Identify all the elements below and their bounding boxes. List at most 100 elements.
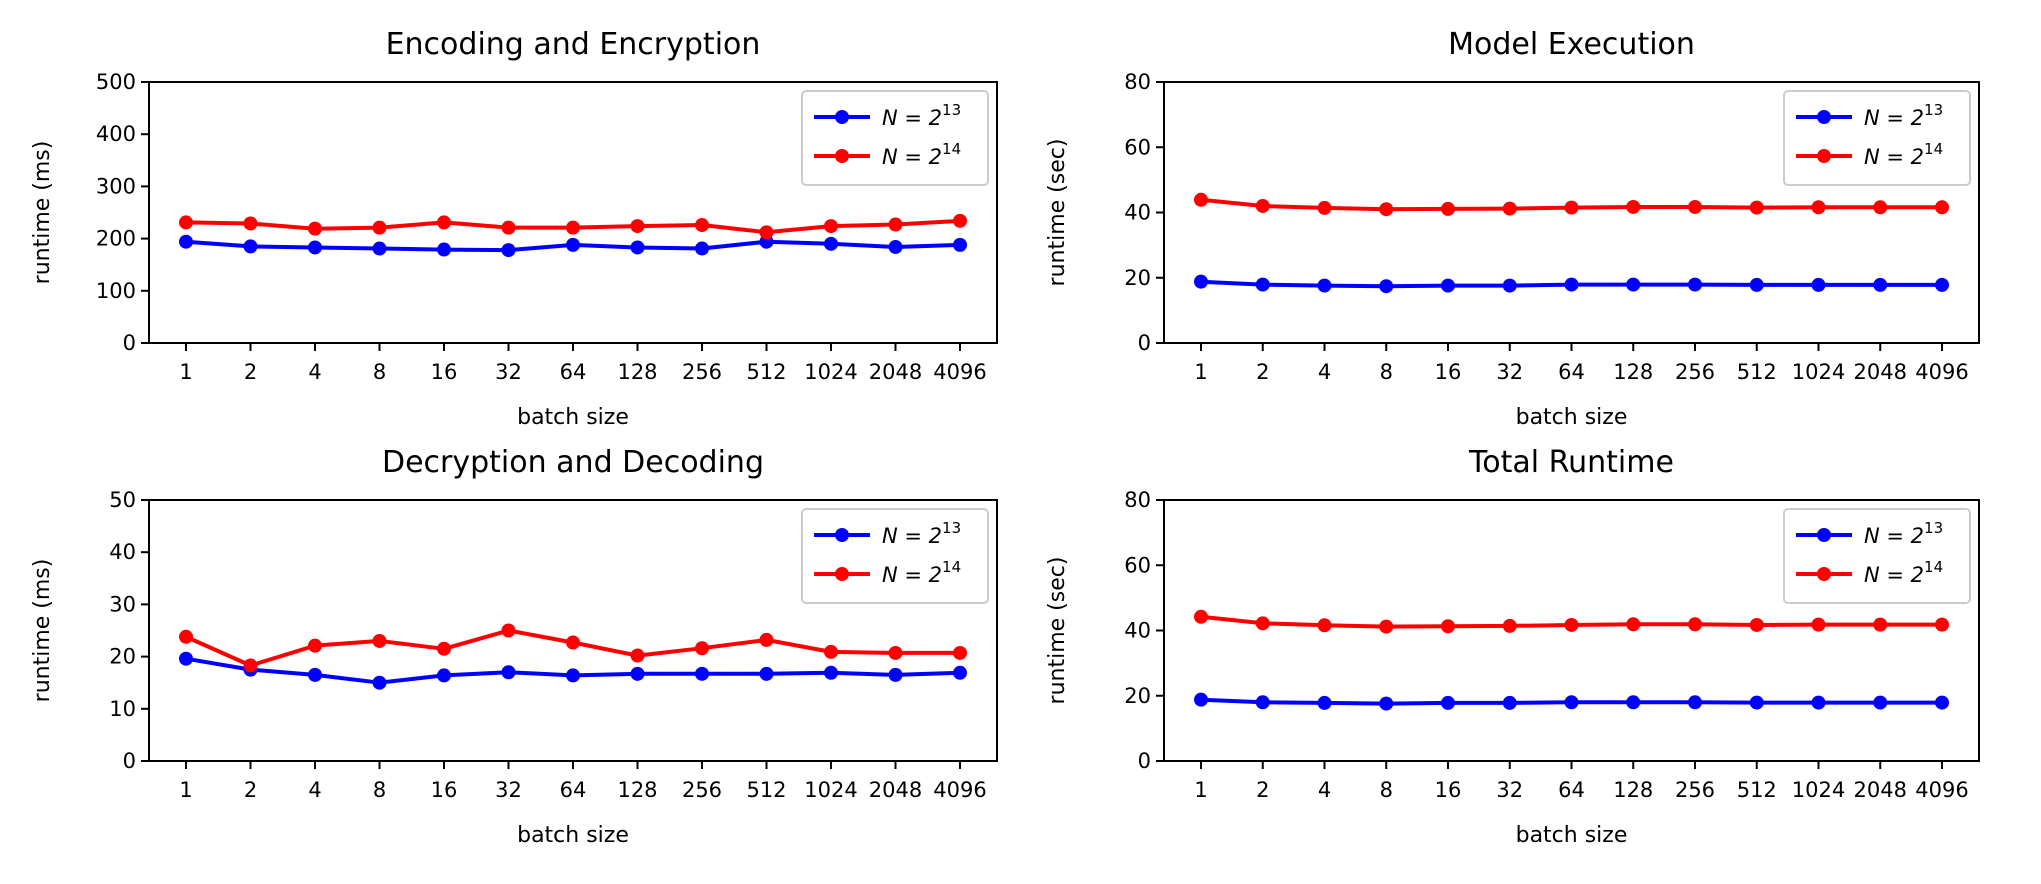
x-tick-label: 4096 [1915, 778, 1968, 802]
x-tick-label: 256 [1675, 360, 1715, 384]
data-point [1255, 616, 1270, 631]
data-point [630, 666, 645, 681]
legend: N = 213 N = 214 [801, 90, 989, 186]
x-tick-label: 2 [244, 778, 257, 802]
data-point [630, 648, 645, 663]
data-point [888, 645, 903, 660]
y-tick-label: 20 [109, 645, 136, 669]
data-point [1935, 277, 1949, 292]
data-point [1441, 201, 1455, 216]
data-point [308, 667, 322, 682]
y-tick-label: 30 [109, 592, 136, 616]
data-point [630, 219, 645, 234]
data-point [1255, 277, 1270, 292]
data-point [372, 675, 387, 690]
x-tick-label: 32 [1496, 360, 1523, 384]
legend-swatch-marker [835, 567, 849, 581]
data-point [695, 666, 709, 681]
x-tick-label: 4096 [933, 360, 986, 384]
data-point [695, 641, 709, 656]
legend-swatch-marker [835, 528, 849, 542]
legend-label-base: N = 2 [882, 524, 942, 548]
x-tick-label: 1024 [1792, 778, 1845, 802]
x-tick-label: 4096 [933, 778, 986, 802]
data-point [1688, 199, 1702, 214]
panel-encoding-and-encryption: Encoding and Encryption 0 100 200 300 400 500 1… [30, 27, 998, 430]
y-tick-label: 40 [109, 540, 136, 564]
data-point [1194, 609, 1208, 624]
data-point [1811, 277, 1826, 292]
x-tick-label: 2048 [1854, 360, 1907, 384]
data-point [1317, 278, 1332, 293]
data-point [308, 638, 322, 653]
data-point [179, 234, 193, 249]
data-point [759, 666, 774, 681]
x-tick-label: 16 [431, 778, 458, 802]
data-point [243, 658, 258, 673]
data-point [1317, 200, 1332, 215]
data-point [1626, 199, 1641, 214]
legend-label-exponent: 13 [1924, 519, 1943, 537]
data-point [179, 651, 193, 666]
y-axis-label: runtime (sec) [1045, 557, 1070, 705]
legend-swatch-marker [835, 149, 849, 163]
x-tick-label: 128 [617, 360, 657, 384]
data-point [1626, 695, 1641, 710]
legend-label: N = 213 [1864, 101, 1943, 130]
x-tick-label: 4 [1318, 778, 1331, 802]
data-point [1564, 617, 1579, 632]
chart-title: Decryption and Decoding [382, 445, 764, 480]
legend-swatch-marker [1817, 567, 1831, 581]
legend-label-base: N = 2 [1864, 524, 1924, 548]
legend-swatch-marker [1817, 528, 1831, 542]
legend-label: N = 213 [882, 519, 961, 548]
data-point [243, 239, 258, 254]
x-tick-label: 32 [495, 778, 522, 802]
data-point [179, 215, 193, 230]
legend-label: N = 214 [882, 558, 961, 587]
data-point [1626, 617, 1641, 632]
x-tick-label: 64 [1558, 360, 1585, 384]
data-point [1688, 695, 1702, 710]
legend-label-base: N = 2 [1864, 563, 1924, 587]
data-point [566, 635, 580, 650]
x-tick-label: 4096 [1915, 360, 1968, 384]
x-tick-label: 16 [431, 360, 458, 384]
x-tick-label: 2048 [869, 778, 922, 802]
x-axis-label: batch size [517, 405, 629, 430]
data-point [1873, 200, 1888, 215]
data-point [1502, 695, 1517, 710]
x-tick-label: 1 [179, 778, 192, 802]
data-point [1441, 695, 1455, 710]
y-tick-label: 0 [1138, 749, 1151, 773]
x-axis-label: batch size [517, 823, 629, 848]
data-point [308, 221, 322, 236]
x-tick-label: 1024 [804, 360, 857, 384]
data-point [1502, 278, 1517, 293]
legend: N = 213 N = 214 [801, 508, 989, 604]
x-tick-label: 1 [1194, 778, 1207, 802]
data-point [1811, 617, 1826, 632]
data-point [1194, 192, 1208, 207]
legend-label-base: N = 2 [882, 563, 942, 587]
legend-label-exponent: 14 [1924, 558, 1943, 576]
x-axis-label: batch size [1516, 405, 1628, 430]
data-point [243, 216, 258, 231]
data-point [1441, 619, 1455, 634]
y-tick-label: 0 [1138, 331, 1151, 355]
data-point [372, 633, 387, 648]
y-tick-label: 80 [1124, 70, 1151, 94]
y-axis-label: runtime (ms) [30, 141, 55, 285]
y-tick-label: 100 [96, 279, 136, 303]
legend-label: N = 214 [882, 140, 961, 169]
legend-label: N = 214 [1864, 140, 1943, 169]
legend-label: N = 213 [1864, 519, 1943, 548]
x-tick-label: 128 [1613, 778, 1653, 802]
legend-swatch-marker [1817, 149, 1831, 163]
y-tick-label: 0 [123, 331, 136, 355]
data-point [824, 236, 838, 251]
data-point [1502, 201, 1517, 216]
legend-label: N = 213 [882, 101, 961, 130]
